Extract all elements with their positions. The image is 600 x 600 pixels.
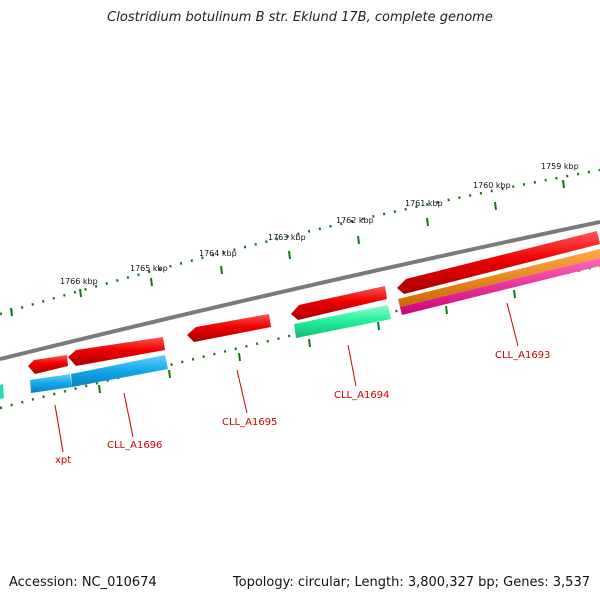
outer-major-ticks <box>10 179 565 317</box>
gene-orange[interactable] <box>398 249 600 307</box>
gene-label-cll-a1695: CLL_A1695 <box>222 417 277 428</box>
ruler-label-1760: 1760 kbp <box>473 181 511 190</box>
gene-arrow-cll-a1696[interactable] <box>68 337 165 366</box>
gene-label-xpt: xpt <box>55 455 71 466</box>
ruler-label-1759: 1759 kbp <box>541 162 579 171</box>
ruler-label-1762: 1762 kbp <box>336 216 374 225</box>
gene-label-cll-a1693: CLL_A1693 <box>495 350 550 361</box>
gene-arrow-cll-a1693[interactable] <box>397 231 600 294</box>
ruler-label-1766: 1766 kbp <box>60 277 98 286</box>
gene-cyan-2[interactable] <box>71 355 168 387</box>
gene-green[interactable] <box>294 305 391 338</box>
label-leaders <box>54 302 519 453</box>
genome-stats-label: Topology: circular; Length: 3,800,327 bp… <box>232 575 590 590</box>
ruler-label-1764: 1764 kbp <box>199 249 237 258</box>
map-title: Clostridium botulinum B str. Eklund 17B,… <box>107 10 493 25</box>
inner-major-ticks <box>98 289 516 394</box>
gene-arrow-xpt[interactable] <box>28 355 68 374</box>
ruler-label-1761: 1761 kbp <box>405 199 443 208</box>
gene-label-cll-a1694: CLL_A1694 <box>334 390 389 401</box>
gene-pink[interactable] <box>400 258 600 315</box>
gene-label-cll-a1696: CLL_A1696 <box>107 440 162 451</box>
gene-arrow-cll-a1694[interactable] <box>291 286 387 320</box>
ruler-label-1765: 1765 kbp <box>130 264 168 273</box>
ruler-label-1763: 1763 kbp <box>268 233 306 242</box>
gene-cyan-1[interactable] <box>30 374 72 393</box>
gene-cyan-edge <box>0 384 4 399</box>
genome-backbone <box>0 220 600 361</box>
accession-label: Accession: NC_010674 <box>9 575 157 590</box>
gene-arrow-cll-a1695[interactable] <box>187 314 271 342</box>
